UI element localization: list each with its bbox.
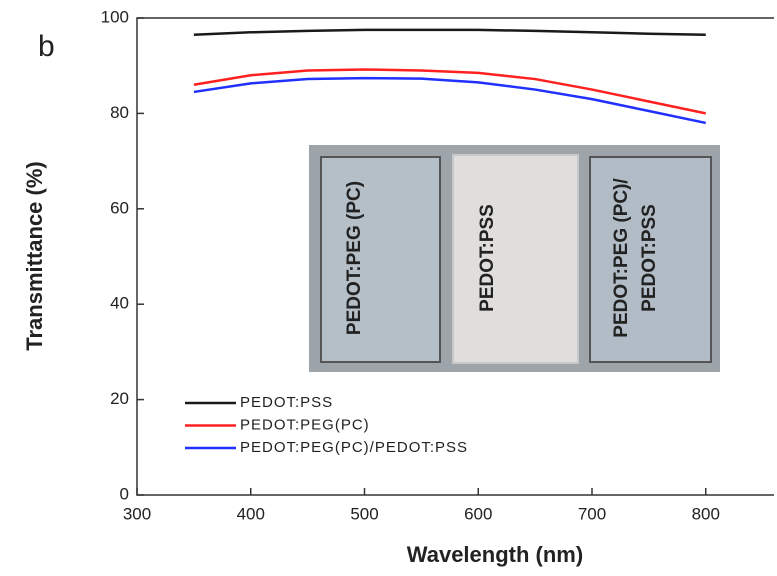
inset-label: PEDOT:PSS bbox=[477, 204, 498, 312]
y-axis-label: Transmittance (%) bbox=[22, 161, 47, 351]
x-axis-label: Wavelength (nm) bbox=[407, 542, 583, 567]
axis-frame bbox=[136, 17, 774, 496]
x-tick-label: 700 bbox=[578, 504, 606, 523]
legend-label: PEDOT:PEG(PC)/PEDOT:PSS bbox=[240, 439, 468, 456]
legend-label: PEDOT:PSS bbox=[240, 394, 333, 411]
inset-label: PEDOT:PEG (PC) bbox=[344, 181, 365, 335]
y-tick-label: 0 bbox=[120, 484, 129, 503]
sample-film bbox=[589, 156, 712, 363]
inset-photo bbox=[309, 145, 720, 372]
panel-label: b bbox=[38, 30, 55, 63]
x-tick-label: 400 bbox=[237, 504, 265, 523]
sample-film bbox=[320, 156, 441, 363]
y-tick-label: 40 bbox=[110, 294, 129, 313]
x-tick-label: 300 bbox=[123, 504, 151, 523]
x-tick-label: 500 bbox=[350, 504, 378, 523]
x-tick-label: 800 bbox=[692, 504, 720, 523]
y-tick-label: 80 bbox=[110, 103, 129, 122]
series-line bbox=[193, 28, 706, 36]
y-tick-label: 20 bbox=[110, 389, 129, 408]
series-line bbox=[193, 76, 707, 125]
y-tick-label: 100 bbox=[101, 7, 129, 26]
y-tick-label: 60 bbox=[110, 198, 129, 217]
inset-label: PEDOT:PEG (PC)/ bbox=[611, 178, 632, 338]
legend-label: PEDOT:PEG(PC) bbox=[240, 416, 370, 433]
series-line bbox=[193, 68, 707, 115]
inset-label: PEDOT:PSS bbox=[639, 204, 660, 312]
x-tick-label: 600 bbox=[464, 504, 492, 523]
sample-film bbox=[452, 154, 579, 364]
